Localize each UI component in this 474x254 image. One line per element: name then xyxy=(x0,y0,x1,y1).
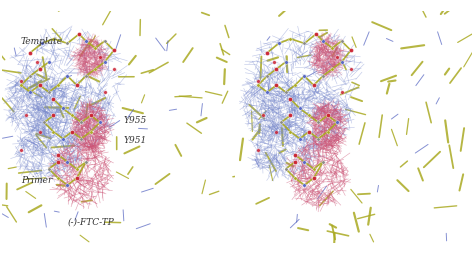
Text: Y955: Y955 xyxy=(123,116,146,124)
Text: Y951: Y951 xyxy=(123,136,146,146)
Text: Primer: Primer xyxy=(21,176,52,185)
Text: Template: Template xyxy=(21,37,63,45)
Text: (-)-FTC-TP: (-)-FTC-TP xyxy=(67,218,114,227)
